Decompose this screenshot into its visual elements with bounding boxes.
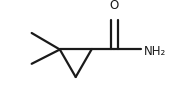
Text: O: O — [109, 0, 118, 12]
Text: NH₂: NH₂ — [143, 45, 166, 58]
